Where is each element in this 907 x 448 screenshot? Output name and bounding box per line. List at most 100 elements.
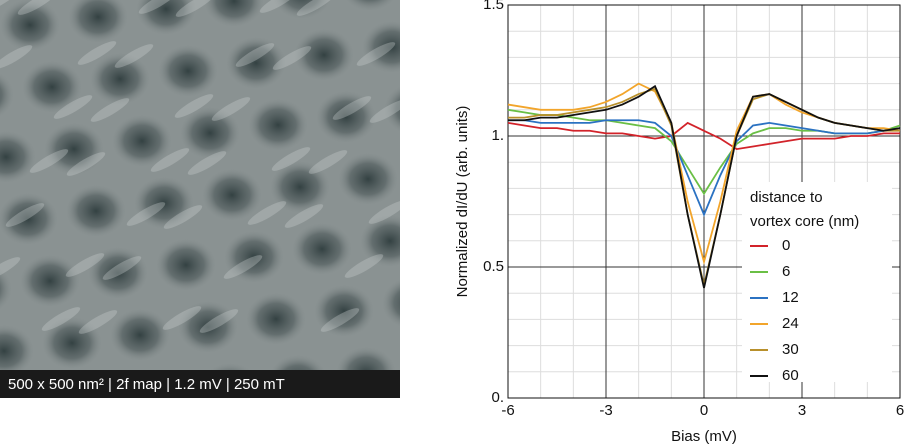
bright-streak bbox=[211, 97, 251, 121]
bright-streak bbox=[78, 310, 118, 334]
bright-streak bbox=[5, 203, 45, 227]
vortex bbox=[294, 29, 354, 81]
x-tick-label: 3 bbox=[798, 402, 806, 419]
vortex bbox=[360, 215, 400, 267]
x-axis-label: Bias (mV) bbox=[671, 428, 737, 445]
bright-streak bbox=[296, 0, 336, 16]
bright-streak bbox=[65, 253, 105, 277]
vortex bbox=[0, 73, 14, 117]
bright-streak bbox=[126, 202, 166, 226]
vortex bbox=[88, 247, 148, 299]
bright-streak bbox=[174, 94, 214, 118]
vortex bbox=[110, 309, 170, 361]
bright-streak bbox=[150, 148, 190, 172]
vortex bbox=[316, 91, 376, 143]
vortex bbox=[226, 37, 286, 89]
vortex bbox=[314, 285, 374, 337]
bright-streak bbox=[308, 150, 348, 174]
vortex bbox=[270, 161, 330, 213]
vortex bbox=[112, 115, 172, 167]
vortex bbox=[134, 177, 194, 229]
legend-label: 24 bbox=[782, 315, 799, 332]
vortex bbox=[180, 107, 240, 159]
vortex bbox=[158, 45, 218, 97]
vortex bbox=[0, 325, 34, 377]
vortex bbox=[20, 255, 80, 307]
bright-streak bbox=[0, 257, 21, 281]
bright-streak bbox=[356, 42, 396, 66]
bright-streak bbox=[368, 200, 400, 224]
bright-streak bbox=[17, 0, 57, 15]
bright-streak bbox=[163, 205, 203, 229]
caption-bar bbox=[0, 370, 400, 398]
bright-streak bbox=[199, 309, 239, 333]
bright-streak bbox=[162, 306, 202, 330]
series-line bbox=[507, 121, 900, 151]
bright-streak bbox=[138, 0, 178, 14]
vortex bbox=[66, 185, 126, 237]
vortex bbox=[178, 301, 238, 353]
bright-streak bbox=[271, 147, 311, 171]
y-tick-label: 0.5 bbox=[483, 258, 504, 275]
vortex bbox=[224, 231, 284, 283]
series-line bbox=[507, 108, 901, 196]
bright-streak bbox=[29, 149, 69, 173]
bright-streak bbox=[320, 308, 360, 332]
bright-streak bbox=[53, 95, 93, 119]
bright-streak bbox=[223, 255, 263, 279]
vortex bbox=[248, 99, 308, 151]
bright-streak bbox=[175, 0, 215, 17]
bright-streak bbox=[235, 43, 275, 67]
vortex bbox=[382, 279, 400, 327]
bright-streak bbox=[344, 254, 384, 278]
legend-background bbox=[742, 182, 892, 382]
y-tick-label: 1.5 bbox=[483, 0, 504, 13]
bright-streak bbox=[66, 152, 106, 176]
x-tick-label: 0 bbox=[700, 402, 708, 419]
legend-title: distance to bbox=[750, 189, 823, 206]
vortex bbox=[0, 0, 60, 51]
vortex bbox=[202, 169, 262, 221]
legend-label: 30 bbox=[782, 341, 799, 358]
vortex bbox=[384, 86, 400, 132]
series-line bbox=[508, 119, 901, 217]
y-tick-label: 0. bbox=[491, 389, 504, 406]
bright-streak bbox=[187, 151, 227, 175]
series-line bbox=[508, 84, 901, 289]
series-line bbox=[508, 87, 900, 286]
vortex bbox=[90, 53, 150, 105]
bright-streak bbox=[77, 41, 117, 65]
bright-streak bbox=[284, 204, 324, 228]
x-tick-label: -3 bbox=[599, 402, 612, 419]
vortex bbox=[204, 0, 264, 27]
vortex bbox=[44, 123, 104, 175]
vortex bbox=[338, 153, 398, 205]
vortex bbox=[292, 223, 352, 275]
bright-streak bbox=[272, 46, 312, 70]
vortex bbox=[345, 0, 395, 11]
bright-streak bbox=[369, 99, 400, 123]
bright-streak bbox=[332, 96, 372, 120]
stm-map: 500 x 500 nm² | 2f map | 1.2 mV | 250 mT bbox=[0, 0, 400, 398]
vortex bbox=[273, 0, 331, 19]
vortex bbox=[42, 317, 102, 369]
legend-label: 60 bbox=[782, 367, 799, 384]
vortex bbox=[68, 0, 128, 43]
bright-streak bbox=[0, 45, 33, 69]
legend-title: vortex core (nm) bbox=[750, 213, 859, 230]
bright-streak bbox=[90, 98, 130, 122]
legend-label: 6 bbox=[782, 263, 790, 280]
x-tick-label: -6 bbox=[501, 402, 514, 419]
bright-streak bbox=[114, 44, 154, 68]
series-line bbox=[507, 82, 901, 266]
vortex bbox=[156, 239, 216, 291]
bright-streak bbox=[102, 256, 142, 280]
vortex bbox=[0, 268, 12, 310]
vortex bbox=[22, 61, 82, 113]
y-tick-label: 1. bbox=[491, 127, 504, 144]
caption: 500 x 500 nm² | 2f map | 1.2 mV | 250 mT bbox=[8, 376, 285, 393]
vortex bbox=[0, 131, 36, 183]
x-tick-label: 6 bbox=[896, 402, 904, 419]
legend-label: 0 bbox=[782, 237, 790, 254]
